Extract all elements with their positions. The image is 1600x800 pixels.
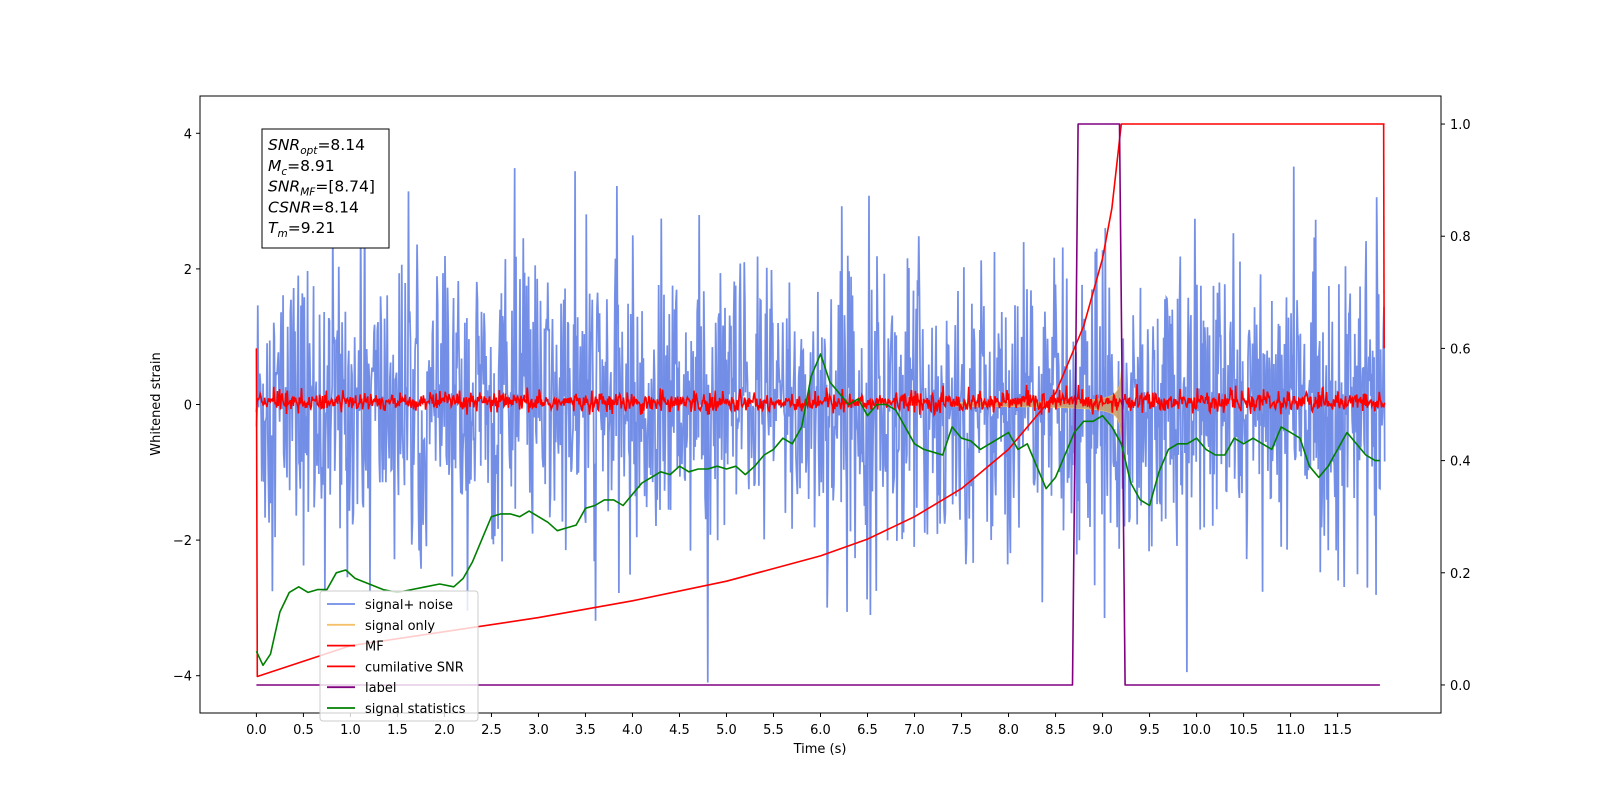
info-box-line: SNRMF=[8.74] [268, 178, 375, 199]
x-tick-label: 1.5 [387, 723, 408, 738]
x-tick-label: 6.0 [810, 723, 831, 738]
y-right-tick-label: 1.0 [1450, 118, 1471, 133]
x-tick-label: 2.0 [434, 723, 455, 738]
x-axis-label: Time (s) [793, 742, 847, 757]
x-axis: 0.0 0.5 1.0 1.5 2.0 2.5 3.0 3.5 4.0 4.5 5.0 5.5 6.0 6… [246, 713, 1352, 738]
x-tick-label: 8.0 [998, 723, 1019, 738]
legend-frame [319, 590, 479, 722]
info-box-frame [261, 128, 390, 249]
series-mf [255, 384, 1386, 418]
x-tick-label: 2.5 [481, 723, 502, 738]
right-axis-series [255, 123, 1385, 686]
left-y-axis: 4 2 0 −2 −4 [173, 127, 200, 685]
label-line [256, 123, 1380, 686]
x-tick-label: 10.0 [1182, 723, 1211, 738]
y-axis-label: Whitened strain [149, 352, 164, 455]
info-box-line: SNRopt=8.14 [268, 136, 365, 157]
x-tick-label: 10.5 [1229, 723, 1258, 738]
y-right-tick-label: 0.6 [1450, 342, 1471, 357]
x-tick-label: 9.0 [1092, 723, 1113, 738]
x-tick-label: 8.5 [1045, 723, 1066, 738]
mf-line [255, 384, 1386, 418]
x-tick-label: 1.0 [340, 723, 361, 738]
legend-label: signal statistics [365, 702, 466, 717]
y-left-tick-label: −2 [173, 534, 192, 549]
x-tick-label: 5.5 [763, 723, 784, 738]
x-tick-label: 5.0 [716, 723, 737, 738]
signal-statistics-line [255, 353, 1380, 667]
info-box-line: CSNR=8.14 [268, 198, 359, 216]
x-tick-label: 7.0 [904, 723, 925, 738]
x-tick-label: 7.5 [951, 723, 972, 738]
x-tick-label: 3.5 [575, 723, 596, 738]
y-left-tick-label: 0 [184, 399, 192, 414]
x-tick-label: 0.0 [246, 723, 267, 738]
y-left-tick-label: −4 [173, 670, 192, 685]
info-box-line: Tm=9.21 [268, 219, 335, 240]
y-right-tick-label: 0.0 [1450, 679, 1471, 694]
legend-label: label [365, 681, 396, 696]
x-tick-label: 3.0 [528, 723, 549, 738]
x-tick-label: 4.0 [622, 723, 643, 738]
x-tick-label: 11.0 [1276, 723, 1305, 738]
info-box-line: Mc=8.91 [268, 157, 335, 178]
series-signal-plus-noise [255, 166, 1386, 683]
y-left-tick-label: 2 [184, 263, 192, 278]
y-right-tick-label: 0.4 [1450, 455, 1471, 470]
x-tick-label: 0.5 [293, 723, 314, 738]
y-right-tick-label: 0.8 [1450, 230, 1471, 245]
x-tick-label: 4.5 [669, 723, 690, 738]
legend-label: cumilative SNR [365, 660, 464, 675]
y-right-tick-label: 0.2 [1450, 567, 1471, 582]
legend-label: MF [365, 640, 384, 655]
x-tick-label: 6.5 [857, 723, 878, 738]
legend-label: signal only [365, 619, 435, 634]
right-y-axis: 1.0 0.8 0.6 0.4 0.2 0.0 [1441, 118, 1471, 694]
legend-label: signal+ noise [365, 598, 453, 613]
x-tick-label: 9.5 [1139, 723, 1160, 738]
legend: signal+ noise signal only MF cumilative SNR… [319, 590, 479, 722]
signal-plus-noise-line [256, 166, 1386, 683]
x-tick-label: 11.5 [1323, 723, 1352, 738]
y-left-tick-label: 4 [184, 127, 192, 142]
